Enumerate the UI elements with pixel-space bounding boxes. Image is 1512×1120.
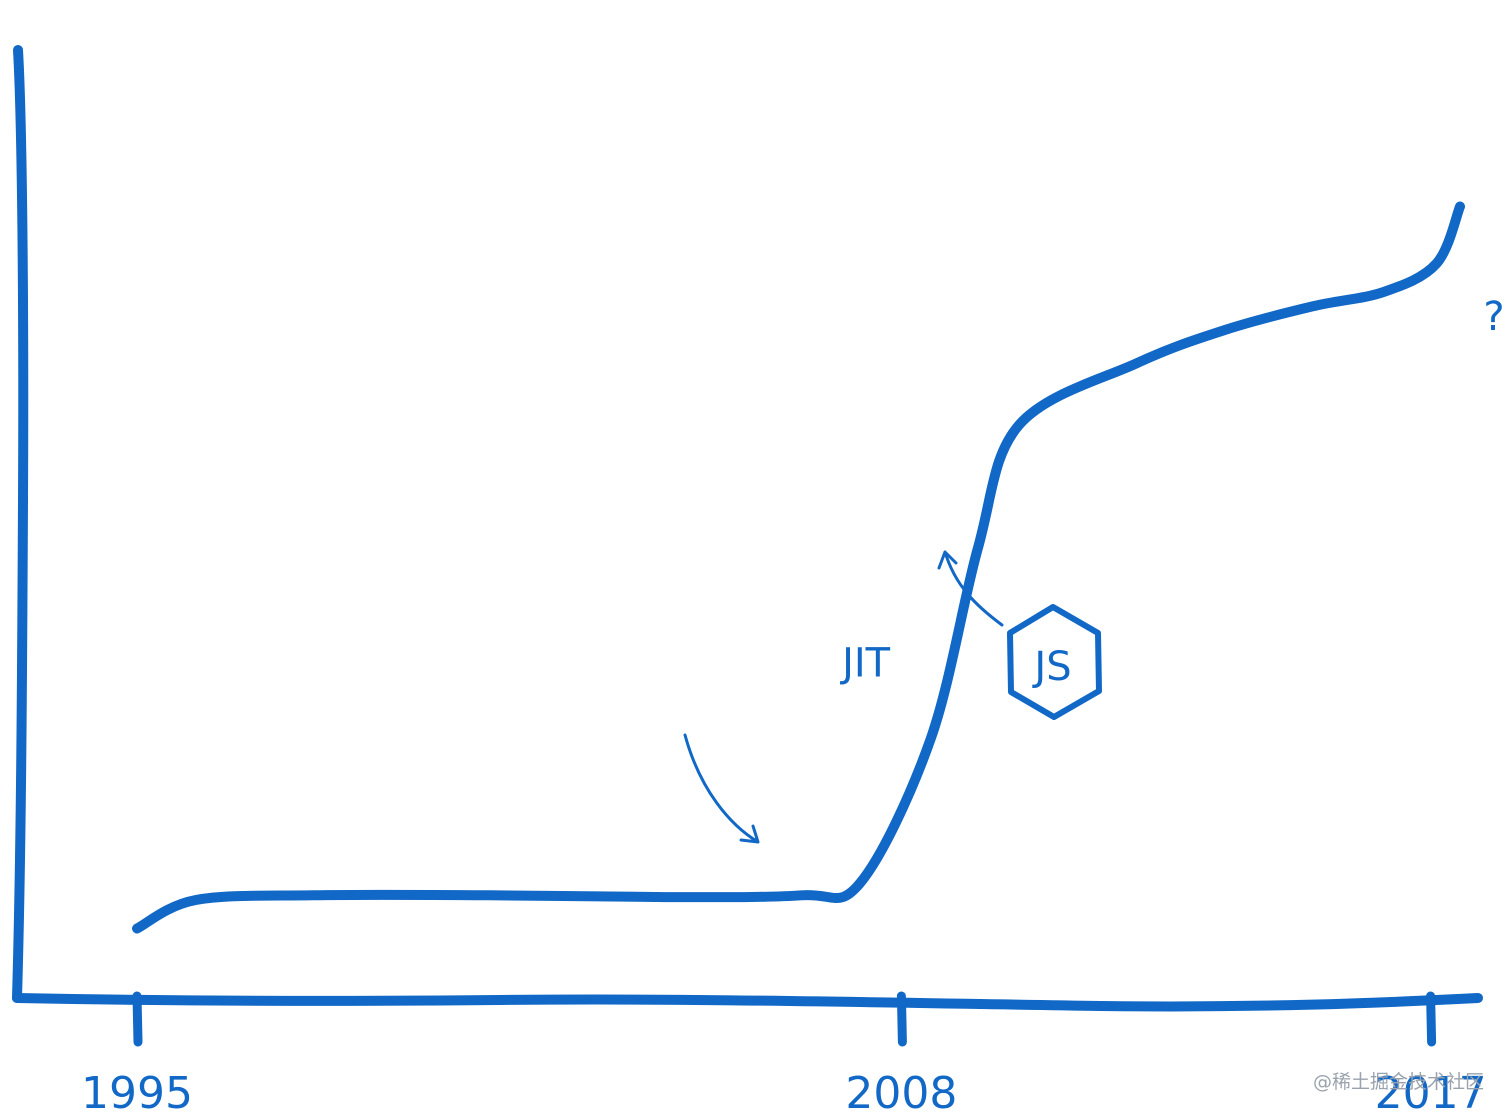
x-tick-2017 [1426, 991, 1437, 1047]
x-axis [12, 993, 1483, 1012]
x-tick-2008 [896, 991, 907, 1047]
annotation-js-label: JS [1031, 644, 1071, 690]
annotation-question-mark: ? [1483, 294, 1504, 340]
nodejs-logo-icon: JS [1007, 604, 1102, 720]
x-tick-1995 [132, 991, 143, 1047]
x-axis-ticks [132, 991, 1437, 1047]
nodejs-arrow [937, 550, 1004, 627]
watermark-text: @稀土掘金技术社区 [1313, 1071, 1484, 1093]
annotation-jit-label: JIT [839, 641, 891, 687]
x-tick-label-1995: 1995 [81, 1068, 193, 1119]
y-axis [12, 45, 29, 1003]
x-tick-label-2017: 2017 [1375, 1068, 1487, 1119]
x-tick-label-2008: 2008 [845, 1068, 957, 1119]
performance-series-line [132, 201, 1465, 934]
jit-arrow [683, 733, 760, 844]
